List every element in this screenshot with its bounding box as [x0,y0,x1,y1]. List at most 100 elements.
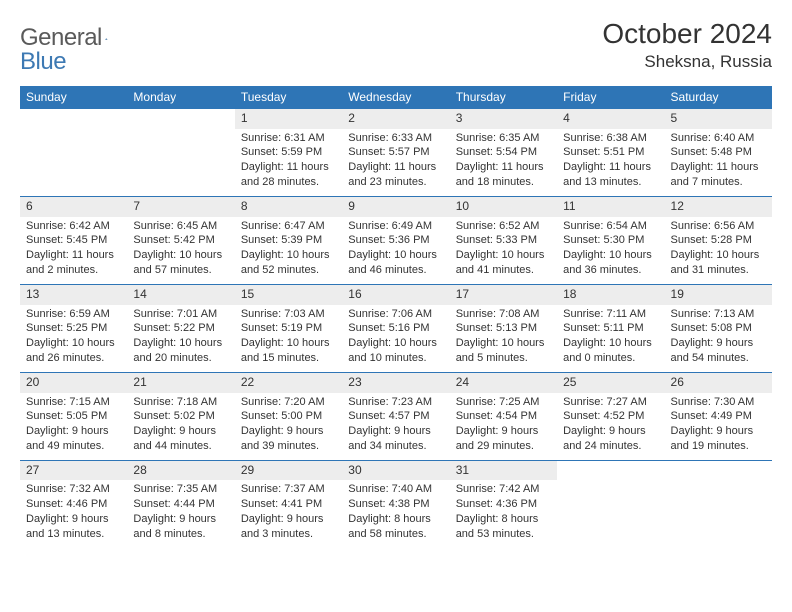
day-content-cell: Sunrise: 7:23 AMSunset: 4:57 PMDaylight:… [342,393,449,461]
day-number-cell: 8 [235,196,342,216]
day-number-cell: 22 [235,372,342,392]
location: Sheksna, Russia [602,52,772,72]
day-number-cell: 13 [20,284,127,304]
sunset-line: Sunset: 4:38 PM [348,497,443,512]
day-number-cell: 3 [450,109,557,129]
col-monday: Monday [127,86,234,109]
daylight-line: Daylight: 10 hours and 46 minutes. [348,248,443,278]
daylight-line: Daylight: 11 hours and 18 minutes. [456,160,551,190]
sunset-line: Sunset: 4:57 PM [348,409,443,424]
logo-text-blue: Blue [20,48,66,75]
sunrise-line: Sunrise: 7:11 AM [563,307,658,322]
day-number-cell [127,109,234,129]
sunset-line: Sunset: 5:59 PM [241,145,336,160]
month-title: October 2024 [602,18,772,50]
sunrise-line: Sunrise: 6:35 AM [456,131,551,146]
daylight-line: Daylight: 9 hours and 54 minutes. [671,336,766,366]
daylight-line: Daylight: 9 hours and 19 minutes. [671,424,766,454]
day-content-cell: Sunrise: 6:31 AMSunset: 5:59 PMDaylight:… [235,129,342,197]
col-wednesday: Wednesday [342,86,449,109]
sunrise-line: Sunrise: 6:45 AM [133,219,228,234]
day-number-cell: 28 [127,460,234,480]
sunset-line: Sunset: 5:30 PM [563,233,658,248]
day-number-cell: 10 [450,196,557,216]
sunset-line: Sunset: 5:54 PM [456,145,551,160]
day-content-cell: Sunrise: 7:25 AMSunset: 4:54 PMDaylight:… [450,393,557,461]
day-number-cell: 11 [557,196,664,216]
sunset-line: Sunset: 4:49 PM [671,409,766,424]
day-number-cell: 4 [557,109,664,129]
day-number-cell [665,460,772,480]
sunset-line: Sunset: 5:51 PM [563,145,658,160]
sunset-line: Sunset: 4:46 PM [26,497,121,512]
day-content-cell: Sunrise: 7:08 AMSunset: 5:13 PMDaylight:… [450,305,557,373]
sunrise-line: Sunrise: 7:01 AM [133,307,228,322]
sunrise-line: Sunrise: 7:03 AM [241,307,336,322]
sunrise-line: Sunrise: 6:56 AM [671,219,766,234]
calendar-table: Sunday Monday Tuesday Wednesday Thursday… [20,86,772,548]
daylight-line: Daylight: 10 hours and 20 minutes. [133,336,228,366]
daylight-line: Daylight: 10 hours and 10 minutes. [348,336,443,366]
daylight-line: Daylight: 11 hours and 13 minutes. [563,160,658,190]
day-content-cell: Sunrise: 7:03 AMSunset: 5:19 PMDaylight:… [235,305,342,373]
sunrise-line: Sunrise: 7:15 AM [26,395,121,410]
day-number-cell: 6 [20,196,127,216]
day-number-row: 12345 [20,109,772,129]
day-number-row: 6789101112 [20,196,772,216]
sunset-line: Sunset: 5:16 PM [348,321,443,336]
sunrise-line: Sunrise: 7:27 AM [563,395,658,410]
daylight-line: Daylight: 9 hours and 24 minutes. [563,424,658,454]
sunset-line: Sunset: 5:13 PM [456,321,551,336]
sunset-line: Sunset: 5:28 PM [671,233,766,248]
sunrise-line: Sunrise: 7:20 AM [241,395,336,410]
day-content-row: Sunrise: 7:32 AMSunset: 4:46 PMDaylight:… [20,480,772,547]
day-content-row: Sunrise: 7:15 AMSunset: 5:05 PMDaylight:… [20,393,772,461]
day-content-cell: Sunrise: 6:40 AMSunset: 5:48 PMDaylight:… [665,129,772,197]
day-content-row: Sunrise: 6:59 AMSunset: 5:25 PMDaylight:… [20,305,772,373]
sunset-line: Sunset: 5:08 PM [671,321,766,336]
day-content-cell: Sunrise: 7:06 AMSunset: 5:16 PMDaylight:… [342,305,449,373]
day-content-cell [557,480,664,547]
day-number-cell: 26 [665,372,772,392]
sunset-line: Sunset: 5:33 PM [456,233,551,248]
daylight-line: Daylight: 10 hours and 57 minutes. [133,248,228,278]
daylight-line: Daylight: 11 hours and 28 minutes. [241,160,336,190]
day-content-cell: Sunrise: 6:45 AMSunset: 5:42 PMDaylight:… [127,217,234,285]
sunset-line: Sunset: 4:54 PM [456,409,551,424]
sunrise-line: Sunrise: 7:40 AM [348,482,443,497]
day-number-cell: 17 [450,284,557,304]
day-number-cell: 12 [665,196,772,216]
calendar-page: General October 2024 Sheksna, Russia Blu… [0,0,792,612]
daylight-line: Daylight: 9 hours and 49 minutes. [26,424,121,454]
sunrise-line: Sunrise: 7:18 AM [133,395,228,410]
sunrise-line: Sunrise: 7:30 AM [671,395,766,410]
sunrise-line: Sunrise: 6:38 AM [563,131,658,146]
day-number-cell: 23 [342,372,449,392]
daylight-line: Daylight: 10 hours and 52 minutes. [241,248,336,278]
day-content-cell: Sunrise: 6:54 AMSunset: 5:30 PMDaylight:… [557,217,664,285]
day-content-cell: Sunrise: 7:40 AMSunset: 4:38 PMDaylight:… [342,480,449,547]
day-number-cell: 14 [127,284,234,304]
col-saturday: Saturday [665,86,772,109]
page-header: General October 2024 Sheksna, Russia [20,18,772,72]
day-content-cell: Sunrise: 7:30 AMSunset: 4:49 PMDaylight:… [665,393,772,461]
daylight-line: Daylight: 11 hours and 2 minutes. [26,248,121,278]
day-content-cell: Sunrise: 7:01 AMSunset: 5:22 PMDaylight:… [127,305,234,373]
day-number-cell: 19 [665,284,772,304]
day-content-cell: Sunrise: 7:27 AMSunset: 4:52 PMDaylight:… [557,393,664,461]
title-block: October 2024 Sheksna, Russia [602,18,772,72]
daylight-line: Daylight: 9 hours and 44 minutes. [133,424,228,454]
daylight-line: Daylight: 11 hours and 23 minutes. [348,160,443,190]
sunset-line: Sunset: 5:42 PM [133,233,228,248]
day-content-cell: Sunrise: 7:32 AMSunset: 4:46 PMDaylight:… [20,480,127,547]
sunset-line: Sunset: 4:52 PM [563,409,658,424]
day-number-cell: 27 [20,460,127,480]
day-content-cell: Sunrise: 6:56 AMSunset: 5:28 PMDaylight:… [665,217,772,285]
day-content-cell: Sunrise: 6:47 AMSunset: 5:39 PMDaylight:… [235,217,342,285]
day-content-row: Sunrise: 6:31 AMSunset: 5:59 PMDaylight:… [20,129,772,197]
day-number-cell: 29 [235,460,342,480]
day-number-cell: 15 [235,284,342,304]
col-friday: Friday [557,86,664,109]
daylight-line: Daylight: 11 hours and 7 minutes. [671,160,766,190]
logo-sail-icon [105,32,108,46]
